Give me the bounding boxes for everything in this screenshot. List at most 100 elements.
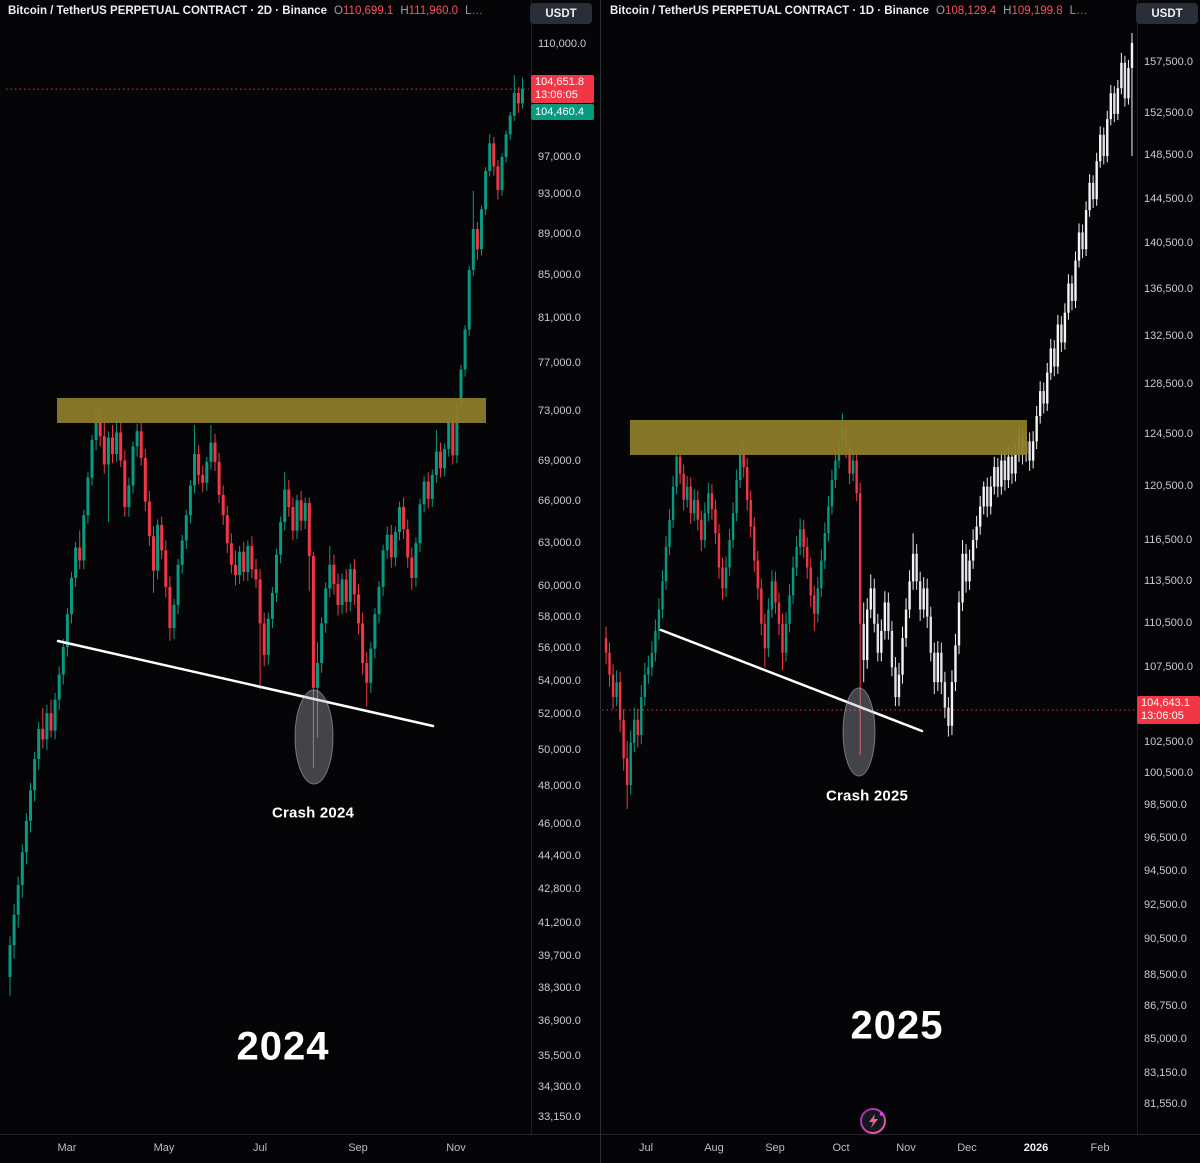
time-axis-label: Oct [832, 1142, 850, 1154]
candle-body [813, 595, 816, 614]
supply-zone-drawing[interactable] [630, 420, 1027, 455]
lightning-icon [869, 1114, 878, 1128]
time-axis-label: May [153, 1142, 175, 1154]
candle-body [834, 460, 837, 481]
candle-body [954, 645, 957, 683]
crash-ellipse-drawing[interactable] [842, 687, 876, 777]
currency-toggle-usdt[interactable]: USDT [530, 3, 592, 24]
candle-body [332, 564, 336, 584]
candle-body [102, 436, 106, 465]
price-axis-label: 100,500.0 [1144, 767, 1193, 780]
time-axis-label: Jul [252, 1142, 268, 1154]
candle-body [678, 456, 682, 474]
price-axis-label: 54,000.0 [538, 674, 581, 687]
trendline-drawing[interactable] [659, 628, 924, 733]
candle-body [492, 143, 496, 167]
symbol-title[interactable]: Bitcoin / TetherUS PERPETUAL CONTRACT · … [610, 5, 930, 17]
candle-body [344, 579, 348, 602]
year-2025-label[interactable]: 2025 [850, 1003, 944, 1048]
price-axis-label: 48,000.0 [538, 780, 581, 793]
price-axis-label: 90,500.0 [1144, 933, 1187, 946]
candle-body [512, 92, 516, 116]
candle-body [643, 674, 647, 698]
crash-2025-label[interactable]: Crash 2025 [825, 787, 909, 805]
candle-body [8, 945, 12, 977]
candle-body [209, 442, 213, 462]
price-axis-label: 69,000.0 [538, 455, 581, 468]
price-axis-label: 63,000.0 [538, 536, 581, 549]
panel-separator[interactable] [600, 0, 601, 1163]
price-axis-label: 136,500.0 [1144, 282, 1193, 295]
candle-body [352, 569, 356, 595]
candle-body [225, 515, 229, 544]
candle-body [1042, 391, 1045, 404]
price-axis-right[interactable]: 157,500.0 152,500.0 148,500.0 144,500.0 140,… [1137, 0, 1200, 1135]
candle-body [279, 522, 283, 555]
candle-body [929, 616, 932, 653]
candle-body [636, 719, 639, 736]
low-value: … [1076, 5, 1088, 17]
candle-body [1120, 62, 1123, 89]
candle-body [647, 667, 650, 675]
candle-body [111, 437, 114, 455]
candle-body [1000, 460, 1003, 487]
candle-body [894, 667, 897, 698]
candle-body [426, 481, 430, 499]
candle-body [848, 447, 851, 474]
price-axis-left[interactable]: 110,000.0 97,000.0 93,000.0 89,000.0 85,000.… [531, 0, 598, 1135]
supply-zone-drawing[interactable] [57, 398, 486, 423]
candle-body [756, 560, 759, 589]
high-value: 109,199.8 [1011, 5, 1063, 17]
candle-body [451, 421, 455, 456]
candle-body [858, 493, 862, 624]
candle-body [299, 500, 303, 521]
candle-body [618, 682, 622, 720]
candle-body [908, 581, 911, 610]
price-axis-label: 86,750.0 [1144, 1000, 1187, 1013]
candle-body [876, 623, 880, 653]
price-axis-label: 93,000.0 [538, 188, 581, 201]
candle-body [291, 507, 295, 531]
candle-body [915, 553, 918, 582]
replay-icon[interactable] [859, 1107, 887, 1135]
currency-toggle-usdt[interactable]: USDT [1136, 3, 1198, 24]
candle-body [996, 467, 1000, 487]
price-axis-label: 85,000.0 [538, 268, 581, 281]
candle-body [657, 609, 661, 631]
crash-ellipse-drawing[interactable] [294, 689, 334, 785]
price-axis-label: 144,500.0 [1144, 192, 1193, 205]
price-axis-label: 110,500.0 [1144, 617, 1193, 630]
candle-body [418, 504, 422, 544]
candle-body [918, 581, 922, 610]
price-axis-label: 92,500.0 [1144, 898, 1187, 911]
price-axis-label: 152,500.0 [1144, 107, 1193, 120]
symbol-title[interactable]: Bitcoin / TetherUS PERPETUAL CONTRACT · … [8, 5, 328, 17]
candle-body [933, 652, 936, 683]
open-value: 108,129.4 [945, 5, 997, 17]
candle-body [830, 480, 834, 507]
candle-body [816, 588, 819, 614]
trendline-drawing[interactable] [56, 639, 435, 728]
candle-body [940, 652, 943, 683]
candle-body [86, 477, 90, 516]
candle-body [1028, 441, 1031, 461]
candle-body [98, 410, 102, 437]
crash-2024-label[interactable]: Crash 2024 [271, 804, 355, 822]
candle-body [193, 454, 196, 486]
candle-body [1091, 182, 1095, 200]
year-2024-label[interactable]: 2024 [236, 1024, 330, 1069]
candle-body [1031, 441, 1035, 461]
candle-body [986, 486, 989, 507]
price-axis-label: 46,000.0 [538, 818, 581, 831]
candle-body [402, 507, 406, 530]
candle-body [41, 728, 45, 740]
candle-body [1046, 372, 1049, 404]
candle-body [883, 602, 887, 631]
candle-body [61, 647, 65, 675]
candle-body [475, 229, 479, 250]
candle-body [443, 448, 447, 469]
candle-body [410, 557, 414, 578]
candle-body [869, 588, 872, 610]
candle-body [422, 481, 426, 505]
